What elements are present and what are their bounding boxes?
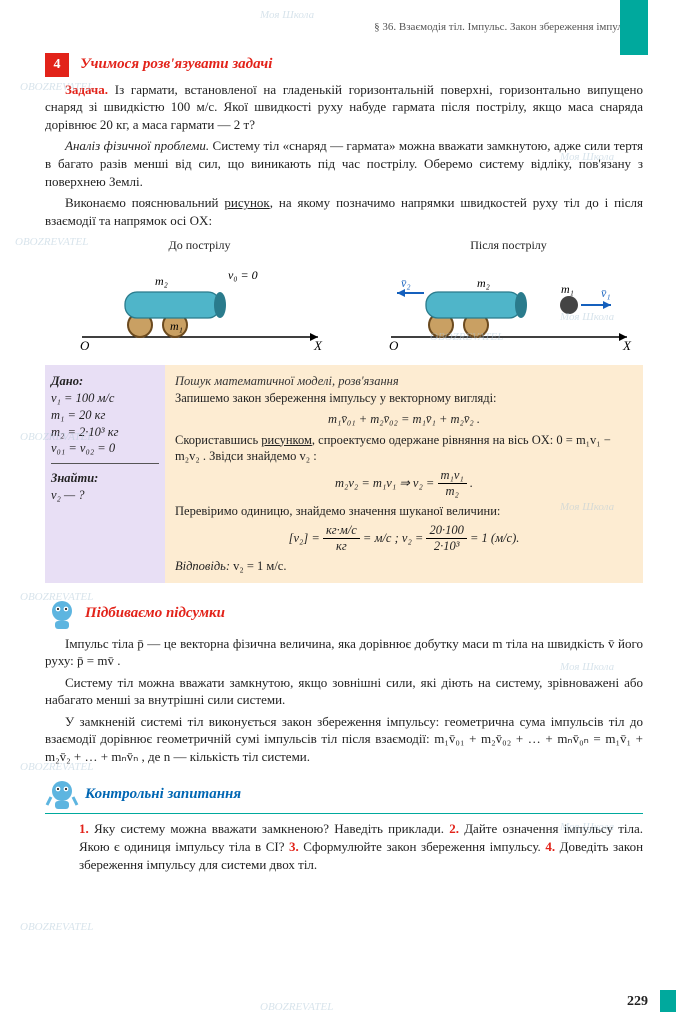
svg-text:O: O (389, 338, 399, 352)
diagram-after: Після пострілу O X v̄₂ m₂ m₁ v̄₁ (374, 237, 643, 357)
dano-m1: m₁ = 20 кг (51, 407, 159, 424)
watermark: OBOZREVATEL (260, 1000, 333, 1015)
sol-answer: Відповідь: v₂ = 1 м/с. (175, 558, 633, 575)
controls-block: Контрольні запитання 1. Яку систему можн… (45, 777, 643, 873)
diagram-before: До пострілу O X m₂ v₀ = 0 m₁ (65, 237, 334, 357)
chapter-reference: § 36. Взаємодія тіл. Імпульс. Закон збер… (45, 20, 643, 35)
drawing-paragraph: Виконаємо пояснювальний рисунок, на яком… (45, 194, 643, 229)
sol-eq1: m₁v̄₀₁ + m₂v̄₀₂ = m₁v̄₁ + m₂v̄₂ . (175, 411, 633, 428)
svg-text:m₂: m₂ (155, 274, 168, 288)
dano-title: Дано: (51, 373, 159, 390)
svg-text:v̄₂: v̄₂ (401, 276, 411, 290)
svg-text:m₁: m₁ (170, 319, 183, 333)
watermark: OBOZREVATEL (20, 920, 93, 935)
summary-block: Підбиваємо підсумки Імпульс тіла p̄ — це… (45, 597, 643, 766)
given-panel: Дано: v₁ = 100 м/с m₁ = 20 кг m₂ = 2·10³… (45, 365, 165, 583)
svg-text:X: X (622, 338, 632, 352)
controls-title: Контрольні запитання (85, 784, 241, 804)
sol-step3: Перевіримо одиницю, знайдемо значення шу… (175, 503, 633, 520)
section-number-box: 4 (45, 53, 69, 77)
svg-text:m₂: m₂ (477, 276, 490, 290)
sol-eq3: m₂v₂ = m₁v₁ ⇒ v₂ = m₁v₁m₂ . (175, 469, 633, 499)
solution-panel: Пошук математичної моделі, розв'язання З… (165, 365, 643, 583)
sol-step2: Скориставшись рисунком, спроектуємо одер… (175, 432, 633, 466)
problem-text: Із гармати, встановленої на гладенькій г… (45, 82, 643, 132)
find-value: v₂ — ? (51, 487, 159, 504)
problem-label: Задача. (65, 82, 108, 97)
analysis-paragraph: Аналіз фізичної проблеми. Систему тіл «с… (45, 137, 643, 190)
svg-text:m₁: m₁ (561, 282, 574, 296)
diagram-area: До пострілу O X m₂ v₀ = 0 m₁ Після постр… (65, 237, 643, 357)
svg-text:v₀ = 0: v₀ = 0 (228, 268, 258, 282)
top-tab (620, 0, 648, 55)
summary-p1: Імпульс тіла p̄ — це векторна фізична ве… (45, 635, 643, 670)
cannon-after-svg: O X v̄₂ m₂ m₁ v̄₁ (379, 257, 639, 352)
dano-m2: m₂ = 2·10³ кг (51, 424, 159, 441)
sol-eq4: [v₂] = кг·м/скг = м/с ; v₂ = 20·1002·10³… (175, 524, 633, 554)
svg-text:v̄₁: v̄₁ (601, 286, 611, 300)
mascot-controls-icon (45, 777, 79, 811)
before-label: До пострілу (65, 237, 334, 253)
dano-v0: v₀₁ = v₀₂ = 0 (51, 440, 159, 457)
section-title: Учимося розв'язувати задачі (80, 56, 272, 72)
summary-p2: Систему тіл можна вважати замкнутою, якщ… (45, 674, 643, 709)
controls-questions: 1. Яку систему можна вважати замкненою? … (79, 820, 643, 873)
sol-subtitle: Пошук математичної моделі, розв'язання (175, 373, 633, 390)
summary-p3: У замкненій системі тіл виконується зако… (45, 713, 643, 766)
page-corner-bar (660, 990, 676, 1012)
svg-text:X: X (313, 338, 323, 352)
sol-step1: Запишемо закон збереження імпульсу у век… (175, 390, 633, 407)
section-4-header: 4 Учимося розв'язувати задачі (45, 53, 643, 77)
after-label: Після пострілу (374, 237, 643, 253)
summary-title: Підбиваємо підсумки (85, 603, 225, 623)
svg-text:O: O (80, 338, 90, 352)
find-label: Знайти: (51, 470, 159, 487)
page-number: 229 (627, 993, 648, 1012)
solution-block: Дано: v₁ = 100 м/с m₁ = 20 кг m₂ = 2·10³… (45, 365, 643, 583)
analysis-label: Аналіз фізичної проблеми. (65, 138, 209, 153)
mascot-summary-icon (45, 597, 79, 631)
dano-v1: v₁ = 100 м/с (51, 390, 159, 407)
problem-paragraph: Задача. Із гармати, встановленої на глад… (45, 81, 643, 134)
cannon-before-svg: O X m₂ v₀ = 0 m₁ (70, 257, 330, 352)
